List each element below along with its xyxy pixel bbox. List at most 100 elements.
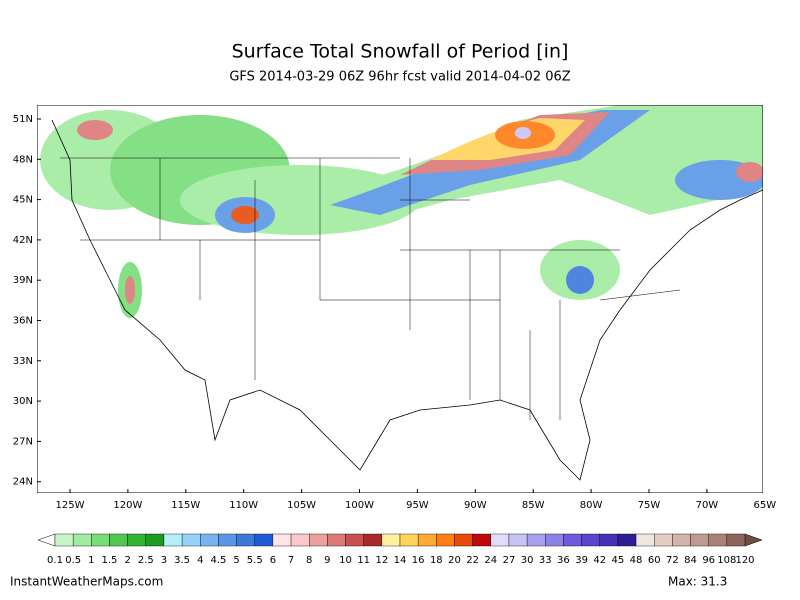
colorbar-swatch: [72, 533, 92, 547]
colorbar-label: 9: [324, 555, 330, 566]
lon-label: 125W: [56, 500, 85, 511]
colorbar-label: 7: [288, 555, 294, 566]
colorbar-swatch: [200, 533, 219, 547]
colorbar-label: 1: [88, 555, 94, 566]
colorbar-label: 5: [233, 555, 239, 566]
colorbar-swatch: [163, 533, 183, 547]
colorbar-swatch: [508, 533, 528, 547]
colorbar-swatch: [708, 533, 728, 547]
colorbar-label: 4: [197, 555, 203, 566]
colorbar-swatch: [472, 533, 491, 547]
colorbar-swatch: [91, 533, 110, 547]
lon-label: 95W: [406, 500, 429, 511]
colorbar-label: 2: [124, 555, 130, 566]
colorbar: 0.1 0.5 1 1.5 2 2.5 3 3.5 4 4.5 5 5.5 6 7 8 9 10 11 12 14 16…: [37, 533, 763, 566]
colorbar-swatch: [654, 533, 673, 547]
lat-label: 39N: [13, 275, 33, 286]
lon-label: 105W: [287, 500, 316, 511]
colorbar-label: 33: [539, 555, 552, 566]
colorbar-swatch: [145, 533, 165, 547]
lat-label: 42N: [13, 235, 33, 246]
colorbar-swatch: [272, 533, 292, 547]
colorbar-label: 30: [521, 555, 534, 566]
colorbar-swatch: [236, 533, 255, 547]
colorbar-swatch: [672, 533, 691, 547]
colorbar-swatch: [635, 533, 655, 547]
colorbar-label: 84: [684, 555, 697, 566]
lon-label: 65W: [753, 500, 776, 511]
lon-label: 90W: [464, 500, 487, 511]
lon-label: 70W: [696, 500, 719, 511]
colorbar-swatch: [490, 533, 510, 547]
lat-label: 48N: [13, 154, 33, 165]
lon-label: 85W: [522, 500, 545, 511]
colorbar-label: 10: [339, 555, 352, 566]
colorbar-label: 3.5: [174, 555, 190, 566]
colorbar-swatch: [254, 533, 274, 547]
max-value: Max: 31.3: [668, 575, 727, 589]
colorbar-swatch: [363, 533, 383, 547]
colorbar-swatch: [309, 533, 328, 547]
colorbar-swatch: [545, 533, 564, 547]
colorbar-label: 36: [557, 555, 570, 566]
colorbar-label: 11: [357, 555, 370, 566]
colorbar-label: 5.5: [247, 555, 263, 566]
colorbar-label: 6: [270, 555, 276, 566]
colorbar-label: 120: [735, 555, 754, 566]
colorbar-label: 2.5: [138, 555, 154, 566]
colorbar-label: 20: [448, 555, 461, 566]
colorbar-swatch: [454, 533, 473, 547]
colorbar-label: 27: [503, 555, 516, 566]
colorbar-swatch: [345, 533, 364, 547]
colorbar-label: 14: [394, 555, 407, 566]
lon-label: 100W: [345, 500, 374, 511]
colorbar-swatch: [54, 533, 74, 547]
colorbar-swatch: [399, 533, 419, 547]
title: Surface Total Snowfall of Period [in]: [232, 41, 569, 63]
colorbar-label: 24: [484, 555, 497, 566]
colorbar-label: 72: [666, 555, 679, 566]
lat-label: 36N: [13, 316, 33, 327]
lat-label: 27N: [13, 436, 33, 447]
colorbar-swatch: [526, 533, 546, 547]
colorbar-label: 45: [612, 555, 625, 566]
colorbar-swatch: [127, 533, 146, 547]
colorbar-swatch: [599, 533, 619, 547]
colorbar-swatch: [181, 533, 201, 547]
subtitle: GFS 2014-03-29 06Z 96hr fcst valid 2014-…: [229, 70, 570, 85]
map-area: [37, 105, 763, 493]
lat-label: 45N: [13, 195, 33, 206]
lon-label: 80W: [580, 500, 603, 511]
colorbar-label: 3: [161, 555, 167, 566]
lat-label: 51N: [13, 114, 33, 125]
colorbar-over: [744, 533, 763, 547]
colorbar-label: 39: [575, 555, 588, 566]
source: InstantWeatherMaps.com: [10, 575, 163, 589]
colorbar-swatch: [109, 533, 128, 547]
colorbar-swatch: [563, 533, 582, 547]
colorbar-swatch: [581, 533, 600, 547]
lat-label: 30N: [13, 396, 33, 407]
colorbar-label: 60: [648, 555, 661, 566]
colorbar-swatch: [218, 533, 237, 547]
colorbar-swatch: [726, 533, 746, 547]
colorbar-under: [37, 533, 56, 547]
colorbar-swatch: [417, 533, 437, 547]
colorbar-label: 1.5: [102, 555, 118, 566]
lon-label: 110W: [229, 500, 258, 511]
colorbar-label: 4.5: [210, 555, 226, 566]
colorbar-swatch: [617, 533, 637, 547]
lon-label: 120W: [113, 500, 142, 511]
lat-label: 33N: [13, 356, 33, 367]
colorbar-swatch: [327, 533, 346, 547]
colorbar-swatch: [436, 533, 455, 547]
colorbar-label: 108: [717, 555, 736, 566]
lon-label: 115W: [171, 500, 200, 511]
lon-label: 75W: [638, 500, 661, 511]
colorbar-label: 12: [375, 555, 388, 566]
colorbar-label: 96: [702, 555, 715, 566]
colorbar-label: 18: [430, 555, 443, 566]
colorbar-swatch: [690, 533, 709, 547]
